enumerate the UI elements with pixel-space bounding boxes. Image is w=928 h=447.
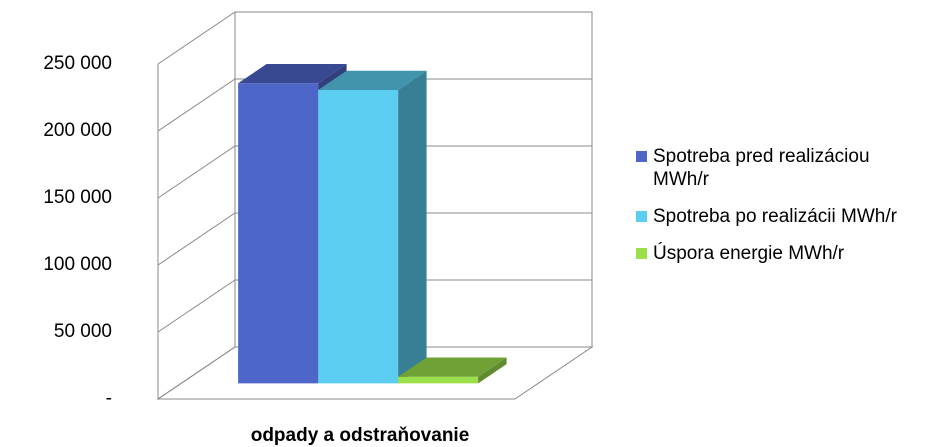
y-tick-label: -: [106, 388, 112, 409]
legend-label: Spotreba po realizácii MWh/r: [653, 206, 897, 227]
bar-front: [318, 89, 399, 384]
y-tick-label: 250 000: [43, 53, 112, 74]
grid-line: [157, 279, 592, 333]
legend-label: Spotreba pred realizáciou MWh/r: [653, 146, 870, 190]
grid-line: [157, 212, 592, 266]
legend-item: Spotreba po realizácii MWh/r: [636, 205, 926, 228]
legend-swatch: [636, 151, 647, 162]
legend-label: Úspora energie MWh/r: [653, 243, 845, 264]
y-tick-label: 100 000: [43, 254, 112, 275]
bar-side: [398, 70, 427, 384]
y-tick-label: 200 000: [43, 120, 112, 141]
bar-front: [398, 376, 479, 384]
bar-top: [238, 64, 347, 84]
legend-item: Spotreba pred realizáciou MWh/r: [636, 145, 926, 191]
legend-swatch: [636, 211, 647, 222]
legend-item: Úspora energie MWh/r: [636, 242, 926, 265]
grid-line: [157, 346, 592, 400]
legend-swatch: [636, 248, 647, 259]
grid-line: [157, 11, 592, 65]
bar: [318, 70, 427, 384]
bar-front: [238, 83, 319, 384]
bar-top: [318, 70, 427, 90]
bar-top: [398, 357, 507, 377]
legend: Spotreba pred realizáciou MWh/r Spotreba …: [636, 145, 926, 279]
y-tick-label: 150 000: [43, 187, 112, 208]
bar-side: [478, 357, 507, 384]
grid-line: [157, 78, 592, 132]
x-tick-label: odpady a odstraňovanie: [251, 425, 470, 446]
grid-line: [157, 145, 592, 199]
bar: [398, 357, 507, 384]
y-tick-label: 50 000: [54, 321, 112, 342]
